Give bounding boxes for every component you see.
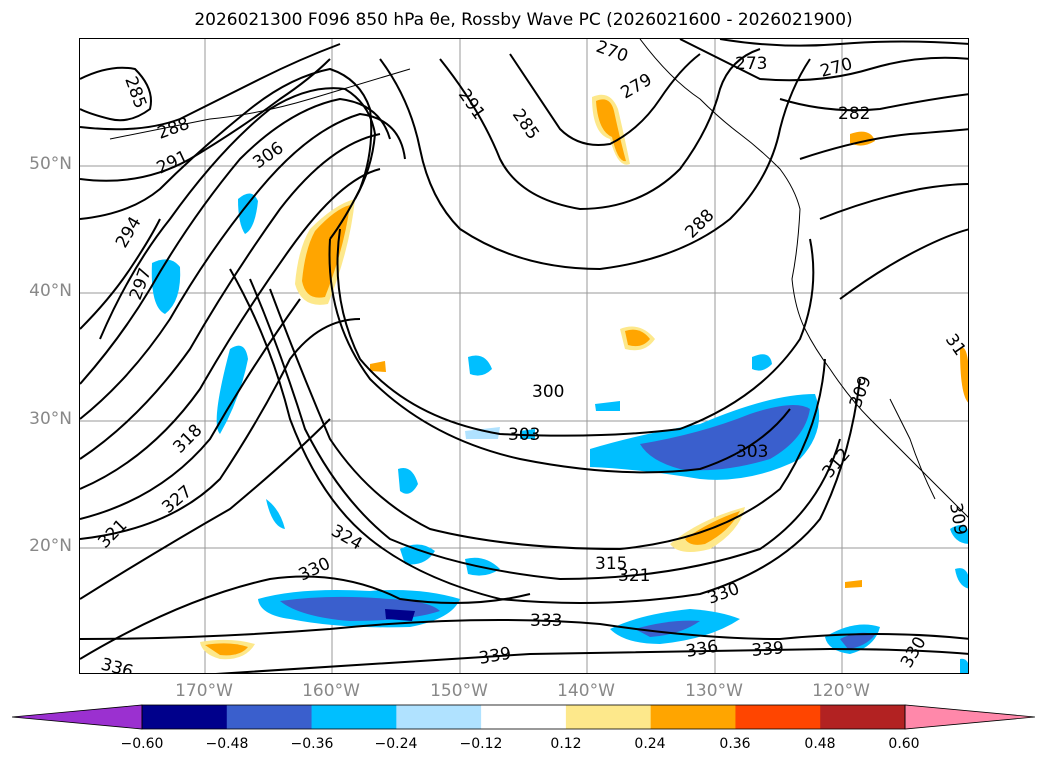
contour-label: 270 <box>818 54 855 82</box>
coastlines <box>109 39 968 518</box>
colorbar-tick: 0.12 <box>550 736 582 752</box>
plot-title: 2026021300 F096 850 hPa θe, Rossby Wave … <box>194 10 853 30</box>
contour-label: 297 <box>126 265 156 302</box>
lat-label: 20°N <box>29 536 72 556</box>
contour-label: 339 <box>751 638 785 661</box>
lon-label: 140°W <box>557 681 615 701</box>
map-canvas: 285 288 291 294 297 306 318 327 321 324 … <box>80 39 969 674</box>
colorbar-tick: 0.60 <box>888 736 920 752</box>
contour-label: 285 <box>508 105 543 143</box>
colorbar-cell <box>311 705 397 729</box>
contour-label: 270 <box>593 39 630 67</box>
contour-label: 309 <box>945 501 969 536</box>
colorbar-frame <box>141 704 906 730</box>
colorbar <box>12 704 1035 730</box>
contour-label: 303 <box>736 442 768 462</box>
colorbar-extend-min <box>12 704 143 730</box>
contour-label: 303 <box>508 425 540 445</box>
contour-label: 330 <box>897 633 931 671</box>
colorbar-tick: 0.36 <box>719 736 751 752</box>
colorbar-tick: 0.48 <box>804 736 836 752</box>
contour-label: 300 <box>532 382 564 402</box>
lon-label: 120°W <box>812 681 870 701</box>
lon-label: 130°W <box>685 681 743 701</box>
contour-label: 291 <box>154 147 192 179</box>
contour-label: 273 <box>735 54 767 74</box>
contour-label: 330 <box>705 579 742 609</box>
colorbar-extend-max <box>904 704 1035 730</box>
graticule <box>80 39 968 673</box>
contour-label: 330 <box>296 554 334 586</box>
colorbar-cell <box>226 705 313 729</box>
contour-label: 288 <box>155 114 192 144</box>
contour-label: 336 <box>99 655 136 674</box>
contour-label: 321 <box>618 566 650 586</box>
lat-label: 40°N <box>29 281 72 301</box>
contour-label: 324 <box>328 521 366 555</box>
colorbar-tick: −0.36 <box>290 736 334 752</box>
contour-label: 333 <box>530 611 562 631</box>
lon-label: 170°W <box>175 681 233 701</box>
contour-label: 282 <box>838 104 870 124</box>
contour-label: 321 <box>94 515 131 552</box>
colorbar-cell <box>650 705 736 729</box>
colorbar-tick: −0.24 <box>374 736 418 752</box>
contour-label: 291 <box>454 85 489 123</box>
colorbar-cell <box>481 705 567 729</box>
contour-label: 288 <box>681 205 718 242</box>
contour-label: 279 <box>618 70 656 104</box>
contour-label: 309 <box>846 373 876 410</box>
colorbar-cell <box>820 705 906 729</box>
colorbar-cell <box>735 705 821 729</box>
colorbar-tick: −0.60 <box>120 736 164 752</box>
lat-label: 30°N <box>29 409 72 429</box>
colorbar-cell <box>142 705 228 729</box>
colorbar-cell <box>565 705 652 729</box>
colorbar-tick: −0.12 <box>459 736 503 752</box>
anomaly-shading <box>151 94 968 673</box>
theta-e-contours <box>80 39 968 673</box>
contour-label: 306 <box>249 138 287 173</box>
lon-label: 150°W <box>430 681 488 701</box>
contour-label: 285 <box>120 74 150 111</box>
contour-label: 327 <box>158 482 196 518</box>
lon-label: 160°W <box>302 681 360 701</box>
lat-label: 50°N <box>29 154 72 174</box>
colorbar-tick: −0.48 <box>205 736 249 752</box>
contour-labels: 285 288 291 294 297 306 318 327 321 324 … <box>94 39 969 674</box>
contour-label: 294 <box>112 213 146 251</box>
colorbar-tick: 0.24 <box>634 736 666 752</box>
contour-label: 339 <box>477 644 512 669</box>
contour-label: 312 <box>819 444 855 482</box>
contour-label: 315 <box>595 554 627 574</box>
colorbar-cell <box>396 705 482 729</box>
map-panel: 285 288 291 294 297 306 318 327 321 324 … <box>79 38 969 674</box>
contour-label: 318 <box>169 420 206 457</box>
